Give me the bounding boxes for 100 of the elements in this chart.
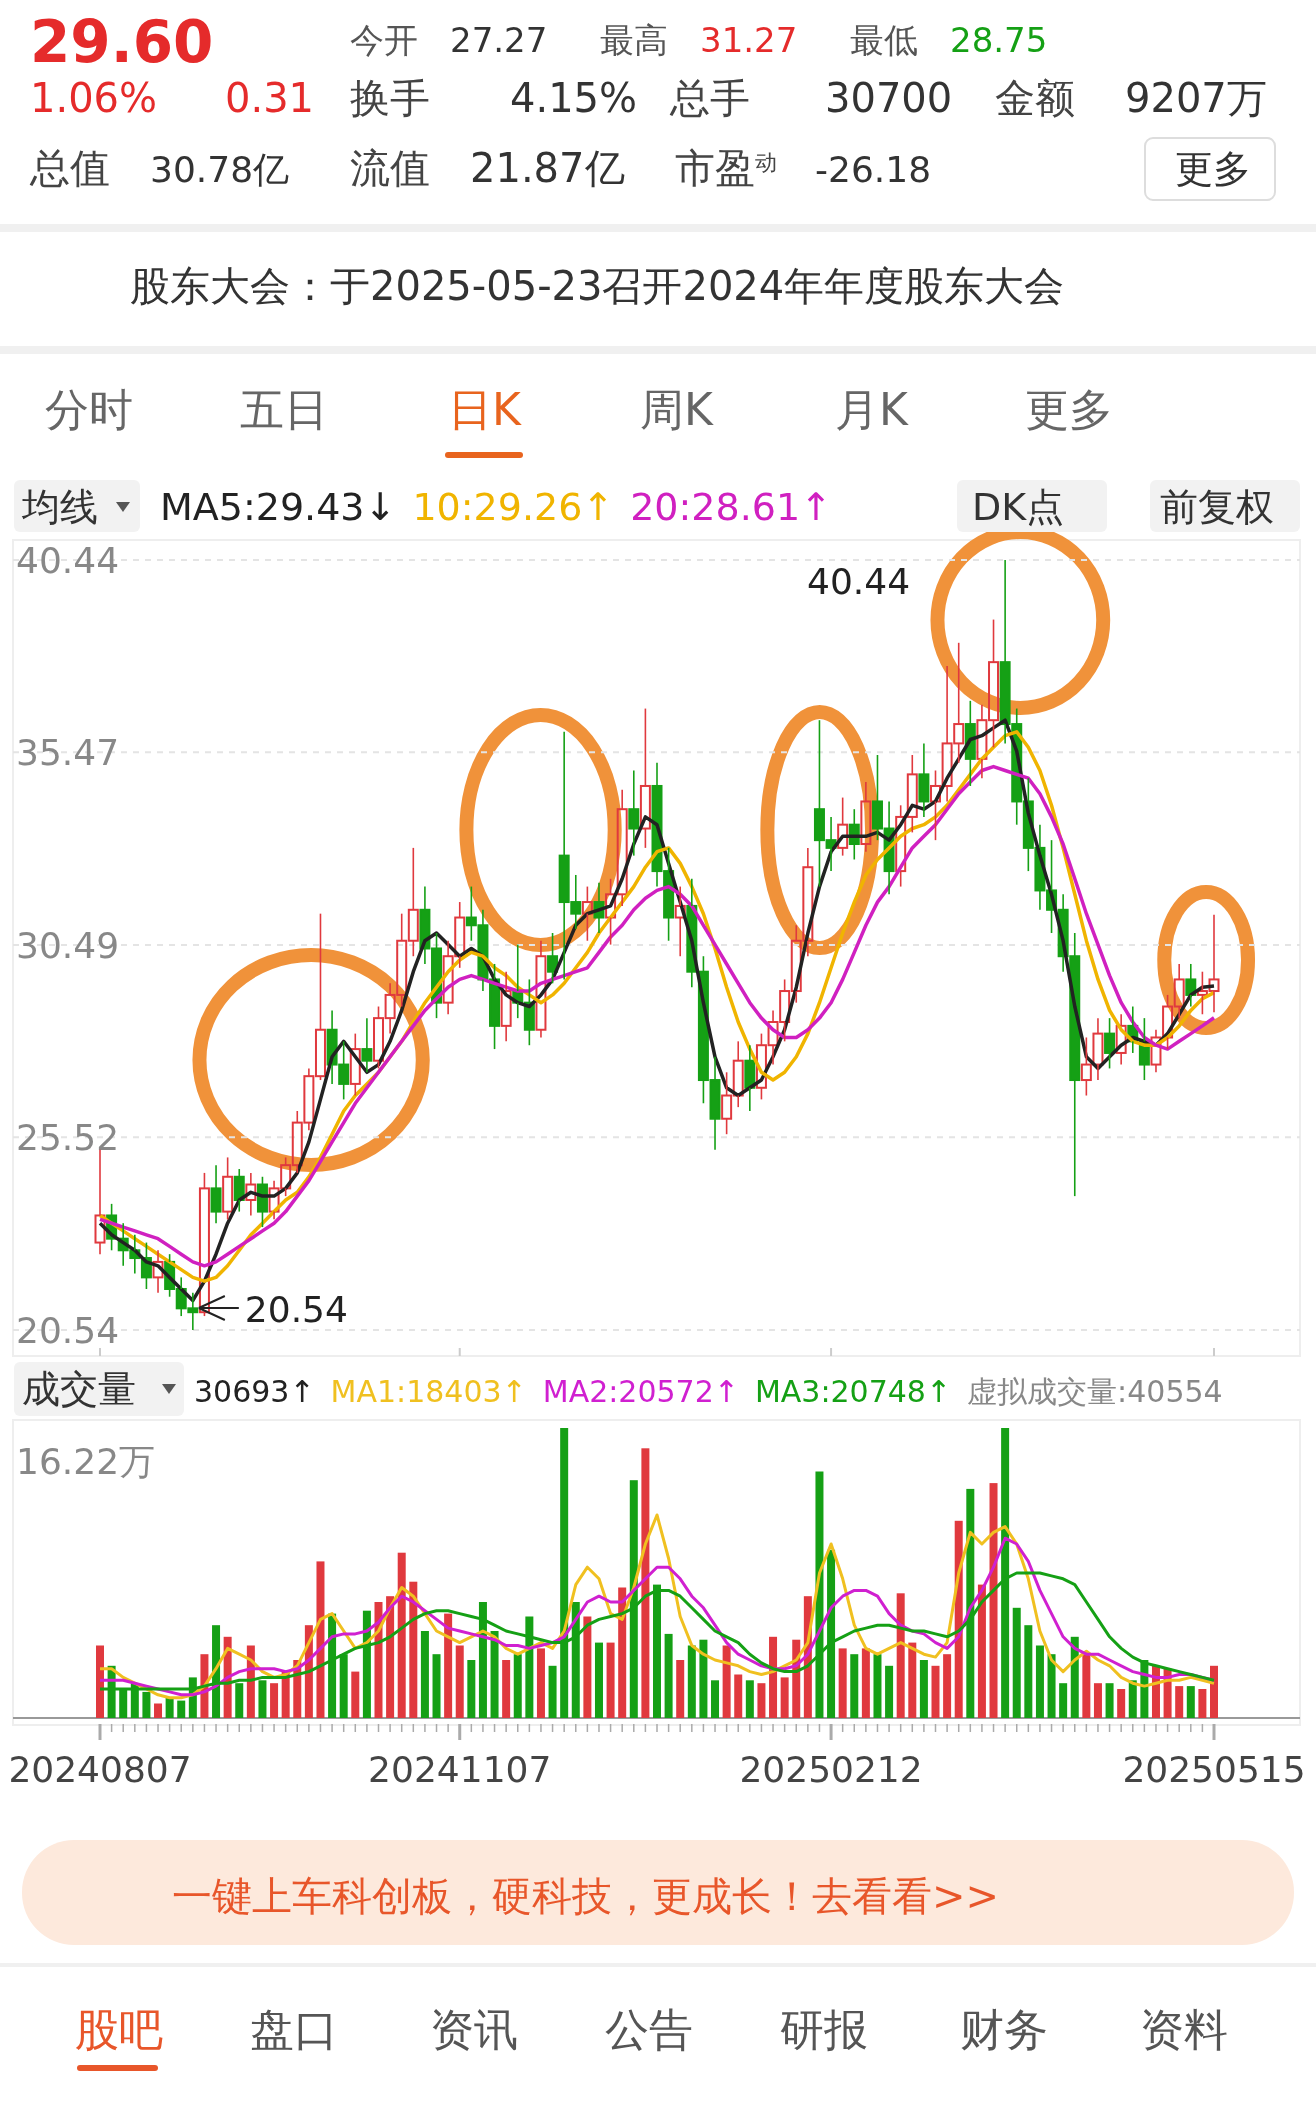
candlestick <box>349 1032 361 1097</box>
bar <box>409 1581 418 1718</box>
bar <box>745 1680 754 1718</box>
bar <box>502 1660 511 1718</box>
bar <box>873 1654 882 1718</box>
bar <box>455 1645 464 1718</box>
annotation: 40.44 <box>807 561 911 602</box>
text: 流值 <box>350 145 430 191</box>
y-tick-label: 40.44 <box>16 539 120 581</box>
bar <box>699 1639 708 1718</box>
bar <box>351 1671 360 1718</box>
text: 27.27 <box>450 20 548 60</box>
chart-title: 成交量 <box>22 1367 136 1411</box>
bar <box>861 1648 870 1718</box>
bar <box>1035 1645 1044 1718</box>
text: 五日 <box>240 384 328 435</box>
text: 研报 <box>780 2004 868 2055</box>
candlestick <box>674 885 686 958</box>
text: 分时 <box>45 384 133 435</box>
candlestick <box>152 1249 164 1294</box>
bar <box>780 1677 789 1718</box>
bar <box>386 1596 395 1718</box>
text: 一键上车科创板，硬科技，更成长！去看看>> <box>172 1873 1000 1919</box>
bar <box>490 1631 499 1718</box>
bar <box>513 1654 522 1718</box>
text: 9207万 <box>1125 75 1267 121</box>
text: 资料 <box>1140 2004 1228 2055</box>
text: 均线 <box>21 485 98 529</box>
bar <box>1175 1686 1184 1718</box>
bar <box>1047 1654 1056 1718</box>
annotation: 20.54 <box>244 1289 348 1330</box>
candlestick <box>245 1172 257 1217</box>
bar <box>1186 1686 1195 1718</box>
text: 21.87亿 <box>470 145 625 191</box>
text: 28.75 <box>950 20 1048 60</box>
text: 换手 <box>350 75 430 121</box>
x-tick-label: 20241107 <box>368 1749 552 1790</box>
bar <box>1082 1654 1091 1718</box>
bar <box>270 1683 279 1718</box>
text: 30693↑ <box>194 1374 315 1409</box>
bar <box>165 1697 174 1718</box>
bar <box>908 1642 917 1718</box>
bar <box>769 1636 778 1718</box>
text: 今开 <box>350 20 418 60</box>
text: 总值 <box>29 145 110 191</box>
annotation: 16.22万 <box>16 1441 156 1482</box>
bar <box>885 1665 894 1718</box>
bar <box>1117 1689 1126 1718</box>
text: 财务 <box>960 2004 1048 2055</box>
bar <box>1198 1689 1207 1718</box>
text: 周K <box>640 384 714 435</box>
bar <box>989 1483 998 1718</box>
bar <box>1105 1683 1114 1718</box>
text: 公告 <box>605 2004 693 2055</box>
bar <box>420 1631 429 1718</box>
bar <box>96 1645 104 1718</box>
text: 日K <box>448 384 522 435</box>
bar <box>467 1660 476 1718</box>
text: 盘口 <box>250 2004 338 2055</box>
candlestick <box>1150 1028 1162 1074</box>
candlestick <box>361 1017 373 1074</box>
bar <box>618 1587 627 1718</box>
bar <box>687 1645 696 1718</box>
bar <box>432 1654 441 1718</box>
y-tick-label: 25.52 <box>16 1116 120 1158</box>
text: 更多 <box>1175 147 1251 191</box>
candlestick <box>1185 963 1197 1008</box>
text: 月K <box>835 384 909 435</box>
y-tick-label: 35.47 <box>16 731 120 773</box>
bar <box>1024 1625 1033 1718</box>
bar <box>838 1648 847 1718</box>
text: 总手 <box>669 75 750 121</box>
x-tick-label: 20250515 <box>1122 1749 1306 1790</box>
bar <box>177 1700 186 1718</box>
text: 30.78亿 <box>150 149 290 190</box>
text: MA5:29.43↓ <box>160 485 397 529</box>
bar <box>154 1703 163 1718</box>
text: 最低 <box>850 20 918 60</box>
bar <box>896 1593 905 1718</box>
bar <box>931 1665 940 1718</box>
text: 股东大会：于2025-05-23召开2024年年度股东大会 <box>130 263 1065 309</box>
candlestick <box>744 1044 756 1112</box>
bar <box>722 1645 731 1718</box>
candlestick <box>628 769 640 857</box>
text: MA3:20748↑ <box>754 1374 952 1409</box>
text: 0.31 <box>225 75 315 121</box>
text: 资讯 <box>430 2004 518 2055</box>
text: -26.18 <box>815 149 932 190</box>
bar <box>1210 1665 1218 1718</box>
text: 虚拟成交量:40554 <box>967 1374 1223 1409</box>
bar <box>1070 1636 1079 1718</box>
bar <box>664 1633 673 1718</box>
text: 股吧 <box>75 2004 163 2055</box>
text: 前复权 <box>1160 485 1274 529</box>
bar <box>1012 1607 1021 1718</box>
bar <box>548 1665 557 1718</box>
text: MA1:18403↑ <box>330 1374 527 1409</box>
bar <box>676 1660 685 1718</box>
x-tick-label: 20240807 <box>8 1749 192 1790</box>
bar <box>583 1616 592 1718</box>
